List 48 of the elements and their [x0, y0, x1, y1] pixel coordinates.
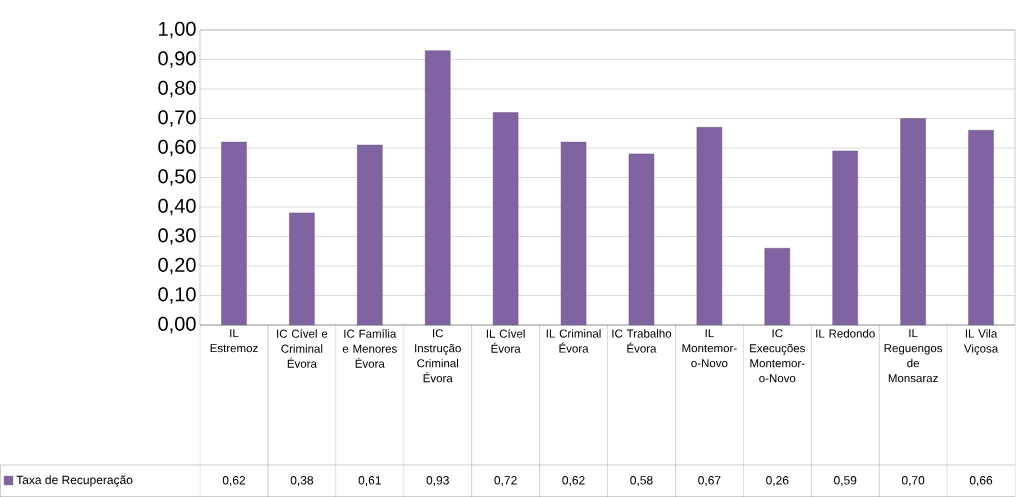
- x-tick-label: IC Trabalho Évora: [612, 329, 672, 353]
- x-tick-label: IL Reguengos de Monsaraz: [884, 329, 943, 383]
- bar: [900, 118, 926, 326]
- bar: [425, 50, 451, 326]
- data-label: 0,38: [290, 476, 314, 486]
- y-tick-label: 0,40: [158, 198, 196, 216]
- y-tick-label: 0,50: [158, 169, 196, 186]
- x-tick-label: IL Vila Viçosa: [963, 329, 999, 355]
- bar: [357, 144, 383, 326]
- bar: [560, 141, 587, 326]
- data-label: 0,66: [969, 476, 993, 486]
- y-tick-label: 0,20: [158, 257, 196, 275]
- x-tick-label: IC Cível e Criminal Évora: [277, 329, 328, 368]
- bar: [492, 112, 519, 326]
- y-tick-label: 0,60: [158, 139, 196, 157]
- x-tick-label: IC Instrução Criminal Évora: [415, 329, 461, 383]
- x-tick-label: IL Cível Évora: [486, 329, 525, 353]
- bar: [968, 130, 994, 326]
- x-tick-label: IL Estremoz: [210, 329, 258, 353]
- y-tick-label: 0,30: [158, 228, 196, 245]
- y-tick-label: 1,00: [159, 21, 196, 39]
- bar: [628, 153, 655, 326]
- x-tick-label: IL Criminal Évora: [546, 329, 601, 353]
- bar: [832, 150, 858, 326]
- data-label: 0,70: [901, 476, 925, 486]
- y-tick-label: 0,10: [158, 287, 196, 304]
- data-label: 0,61: [358, 476, 381, 486]
- data-label: 0,72: [494, 476, 517, 486]
- data-label: 0,59: [834, 476, 857, 486]
- y-tick-label: 0,00: [158, 316, 196, 334]
- x-tick-label: IL Redondo: [816, 329, 875, 338]
- bar: [221, 141, 247, 326]
- data-label: 0,58: [630, 476, 653, 486]
- bar: [764, 248, 790, 326]
- bar: [289, 212, 315, 326]
- x-tick-label: IL Montemor-o-Novo: [682, 329, 737, 368]
- x-tick-label: IC Execuções Montemor-o-Novo: [750, 329, 805, 383]
- y-tick-label: 0,90: [158, 51, 196, 68]
- data-label: 0,67: [698, 476, 721, 486]
- bar: [696, 127, 723, 326]
- y-tick-label: 0,70: [158, 110, 196, 127]
- data-label: 0,26: [766, 476, 789, 486]
- y-tick-label: 0,80: [158, 80, 196, 98]
- data-label: 0,62: [222, 476, 246, 486]
- legend-label: Taxa de Recuperação: [16, 475, 133, 487]
- data-label: 0,62: [562, 476, 585, 486]
- x-tick-label: IC Família e Menores Évora: [342, 329, 397, 368]
- data-label: 0,93: [426, 476, 449, 486]
